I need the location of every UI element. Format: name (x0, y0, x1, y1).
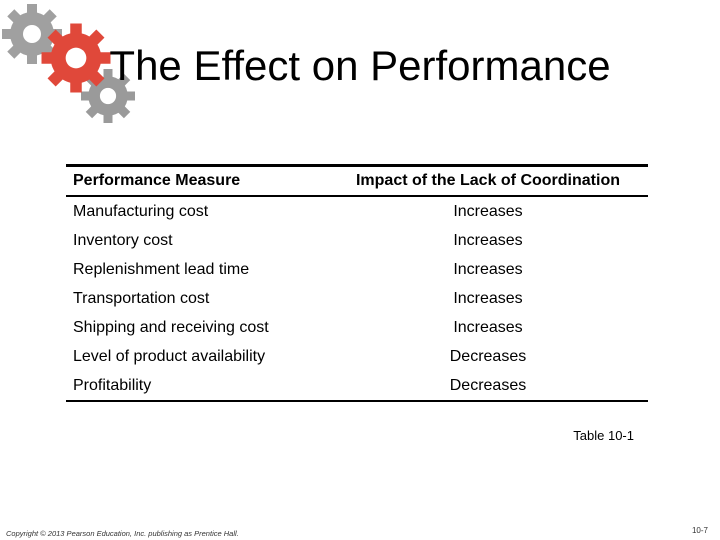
table-header-row: Performance Measure Impact of the Lack o… (66, 165, 648, 196)
gears-logo-icon (2, 4, 135, 123)
measure-cell: Profitability (73, 376, 152, 394)
table-row: Manufacturing cost Increases (66, 196, 648, 226)
impact-cell: Increases (453, 202, 523, 220)
slide-title: The Effect on Performance (109, 42, 611, 89)
measure-cell: Shipping and receiving cost (73, 318, 269, 336)
table-caption: Table 10-1 (573, 428, 634, 443)
impact-cell: Decreases (449, 376, 527, 394)
table-row: Transportation cost Increases (66, 284, 648, 313)
measure-cell: Replenishment lead time (73, 260, 250, 278)
measure-cell: Level of product availability (73, 347, 266, 365)
measure-cell: Inventory cost (73, 231, 173, 249)
table-row: Profitability Decreases (66, 371, 648, 401)
table-row: Replenishment lead time Increases (66, 255, 648, 284)
copyright-footer: Copyright © 2013 Pearson Education, Inc.… (6, 529, 239, 538)
impact-cell: Decreases (449, 347, 527, 365)
page-number: 10-7 (691, 526, 708, 535)
impact-cell: Increases (453, 260, 523, 278)
performance-table-container: Performance Measure Impact of the Lack o… (66, 164, 648, 402)
performance-table: Performance Measure Impact of the Lack o… (66, 164, 648, 402)
measure-cell: Transportation cost (73, 289, 210, 307)
impact-cell: Increases (453, 231, 523, 249)
measure-cell: Manufacturing cost (73, 202, 209, 220)
table-row: Shipping and receiving cost Increases (66, 313, 648, 342)
table-row: Level of product availability Decreases (66, 342, 648, 371)
impact-cell: Increases (453, 289, 523, 307)
impact-cell: Increases (453, 318, 523, 336)
header-impact: Impact of the Lack of Coordination (355, 172, 620, 189)
table-row: Inventory cost Increases (66, 226, 648, 255)
header-performance-measure: Performance Measure (73, 172, 241, 189)
